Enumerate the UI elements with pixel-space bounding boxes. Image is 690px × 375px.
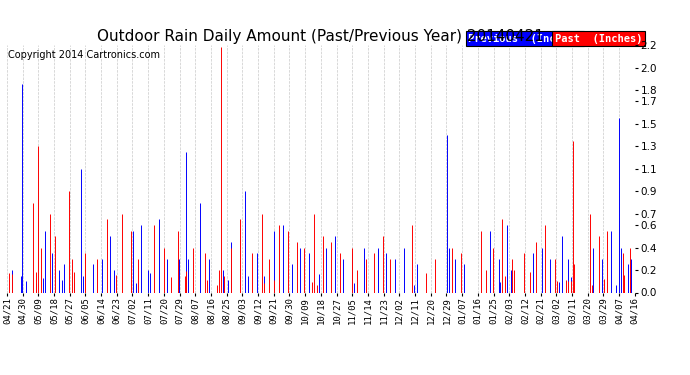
Text: Past  (Inches): Past (Inches) xyxy=(555,34,642,44)
Text: Copyright 2014 Cartronics.com: Copyright 2014 Cartronics.com xyxy=(8,50,159,60)
Title: Outdoor Rain Daily Amount (Past/Previous Year) 20140421: Outdoor Rain Daily Amount (Past/Previous… xyxy=(97,29,544,44)
Text: Previous  (Inches): Previous (Inches) xyxy=(469,34,581,44)
